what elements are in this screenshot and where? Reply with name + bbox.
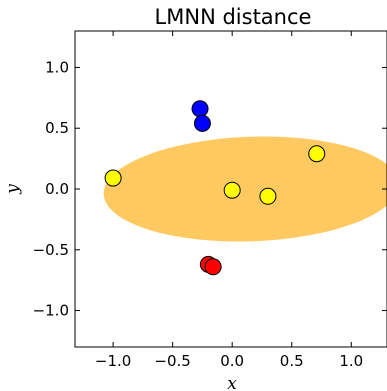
x-tick-label: −1.0 (95, 352, 131, 370)
data-point (193, 114, 211, 132)
data-point (104, 169, 122, 187)
data-point (223, 181, 241, 199)
x-axis-label: x (227, 374, 237, 391)
x-tick-label: 0.5 (280, 352, 304, 370)
y-tick-label: −1.0 (33, 302, 69, 320)
data-point (259, 187, 277, 205)
y-tick-label: −0.5 (33, 241, 69, 259)
data-point (308, 145, 326, 163)
y-axis-label: y (3, 184, 23, 195)
data-point (204, 258, 222, 276)
y-tick-label: 0.0 (45, 180, 69, 198)
chart-title: LMNN distance (155, 5, 312, 29)
data-point (191, 100, 209, 118)
y-tick-label: 0.5 (45, 119, 69, 137)
x-tick-label: 0.0 (220, 352, 244, 370)
x-tick-label: 1.0 (339, 352, 363, 370)
metric-ellipse (103, 136, 387, 242)
x-tick-label: −0.5 (154, 352, 190, 370)
y-tick-label: 1.0 (45, 58, 69, 76)
